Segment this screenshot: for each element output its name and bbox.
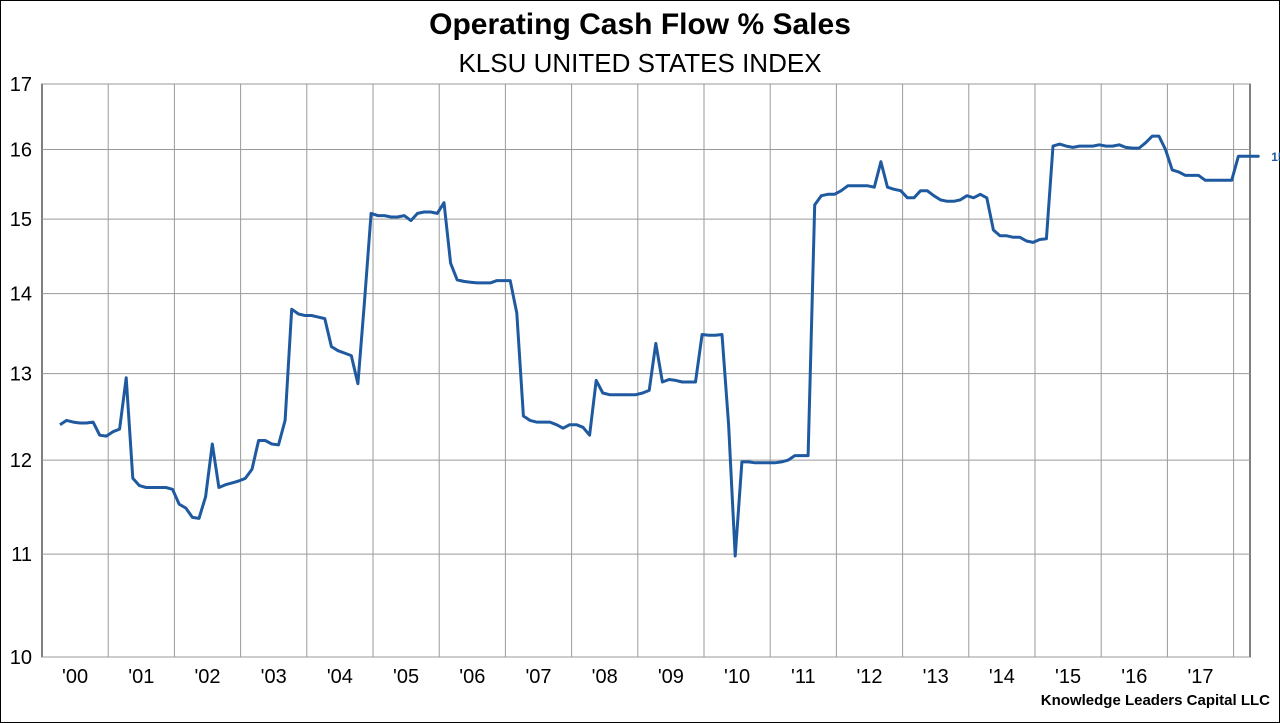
x-tick-label: '09 [658, 666, 684, 688]
chart-title: Operating Cash Flow % Sales [429, 8, 851, 41]
x-tick-label: '01 [128, 666, 154, 688]
plot-border [41, 83, 1251, 658]
y-tick-label: 13 [10, 364, 32, 386]
y-tick-label: 12 [10, 450, 32, 472]
x-tick-label: '13 [923, 666, 949, 688]
last-point [1256, 154, 1260, 158]
last-value-label: 15.90 [1271, 150, 1280, 164]
x-tick-label: '14 [989, 666, 1015, 688]
source-credit: Knowledge Leaders Capital LLC [1040, 692, 1270, 709]
x-tick-label: '02 [194, 666, 220, 688]
x-tick-label: '11 [791, 666, 816, 688]
series-line [59, 134, 1259, 558]
x-tick-label: '15 [1055, 666, 1081, 688]
x-tick-label: '03 [261, 666, 287, 688]
x-tick-label: '17 [1187, 666, 1213, 688]
y-tick-label: 11 [11, 544, 32, 566]
x-tick-label: '16 [1121, 666, 1147, 688]
y-tick-label: 17 [10, 74, 32, 96]
y-tick-label: 10 [10, 647, 32, 669]
y-tick-label: 14 [10, 284, 32, 306]
x-tick-label: '12 [856, 666, 882, 688]
y-tick-label: 16 [10, 139, 32, 161]
x-tick-label: '08 [592, 666, 618, 688]
x-tick-label: '05 [393, 666, 419, 688]
x-tick-label: '10 [724, 666, 750, 688]
x-tick-label: '00 [62, 666, 88, 688]
chart-subtitle: KLSU UNITED STATES INDEX [458, 48, 822, 78]
x-tick-label: '07 [525, 666, 551, 688]
x-tick-label: '04 [327, 666, 353, 688]
x-tick-label: '06 [459, 666, 485, 688]
y-tick-label: 15 [10, 209, 32, 231]
